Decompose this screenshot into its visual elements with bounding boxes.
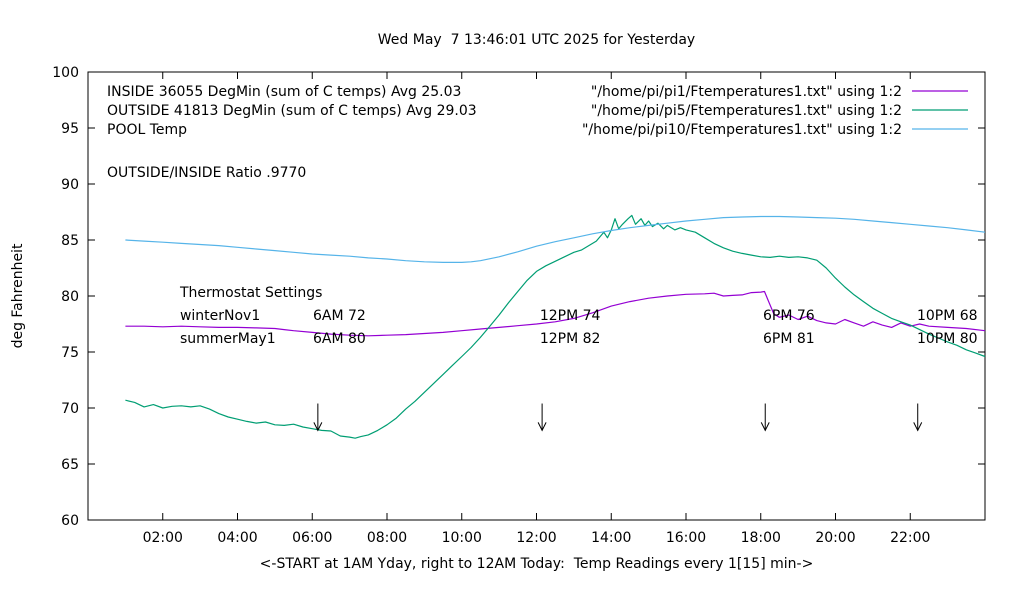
y-tick-label: 85 xyxy=(61,233,79,249)
annotation-text: 12PM 82 xyxy=(540,331,601,347)
y-tick-label: 70 xyxy=(61,401,79,417)
legend-label-inside: INSIDE 36055 DegMin (sum of C temps) Avg… xyxy=(107,84,461,100)
series-pool xyxy=(125,215,986,263)
x-tick-label: 12:00 xyxy=(516,530,556,546)
x-axis-label: <-START at 1AM Yday, right to 12AM Today… xyxy=(260,556,814,572)
legend-file-inside: "/home/pi/pi1/Ftemperatures1.txt" using … xyxy=(591,84,902,100)
x-axis: 02:00 04:00 06:00 08:00 10:00 12:00 14:00 16:00… xyxy=(143,72,930,546)
x-tick-label: 14:00 xyxy=(591,530,631,546)
x-tick-label: 04:00 xyxy=(217,530,257,546)
annotation-text: 12PM 74 xyxy=(540,308,601,324)
x-tick-label: 20:00 xyxy=(815,530,855,546)
y-tick-label: 100 xyxy=(52,65,79,81)
chart-title: Wed May 7 13:46:01 UTC 2025 for Yesterda… xyxy=(378,32,695,48)
annotation-text: 10PM 68 xyxy=(917,308,978,324)
annotation-text: summerMay1 xyxy=(180,331,276,347)
x-tick-label: 08:00 xyxy=(367,530,407,546)
schedule-arrows xyxy=(313,403,923,432)
annotation-text: 6PM 76 xyxy=(763,308,815,324)
annotation-text: Thermostat Settings xyxy=(179,285,322,301)
x-tick-label: 06:00 xyxy=(292,530,332,546)
series-inside xyxy=(125,290,986,337)
thermostat-annotations: Thermostat Settings winterNov1 6AM 72 12PM … xyxy=(179,285,978,347)
y-tick-label: 60 xyxy=(61,513,79,529)
down-arrow-head xyxy=(313,422,323,432)
y-axis-label: deg Fahrenheit xyxy=(10,243,26,348)
down-arrow-head xyxy=(537,422,547,432)
down-arrow-head xyxy=(913,422,923,432)
annotation-text: 6AM 72 xyxy=(313,308,366,324)
x-tick-label: 18:00 xyxy=(741,530,781,546)
x-tick-label: 02:00 xyxy=(143,530,183,546)
x-tick-label: 22:00 xyxy=(890,530,930,546)
x-tick-label: 16:00 xyxy=(666,530,706,546)
down-arrow-head xyxy=(760,422,770,432)
series-outside xyxy=(125,214,986,439)
x-tick-label: 10:00 xyxy=(442,530,482,546)
y-tick-label: 75 xyxy=(61,345,79,361)
ratio-label: OUTSIDE/INSIDE Ratio .9770 xyxy=(107,165,306,181)
legend-label-outside: OUTSIDE 41813 DegMin (sum of C temps) Av… xyxy=(107,103,477,119)
legend: INSIDE 36055 DegMin (sum of C temps) Avg… xyxy=(107,84,968,181)
y-tick-label: 80 xyxy=(61,289,79,305)
series-line-outside xyxy=(125,214,986,439)
legend-file-outside: "/home/pi/pi5/Ftemperatures1.txt" using … xyxy=(591,103,902,119)
series-line-pool xyxy=(125,215,986,263)
series-line-inside xyxy=(125,290,986,337)
annotation-text: 6PM 81 xyxy=(763,331,815,347)
y-axis: 60 65 70 75 80 85 90 95 100 xyxy=(52,65,985,529)
y-tick-label: 65 xyxy=(61,457,79,473)
annotation-text: 6AM 80 xyxy=(313,331,366,347)
y-tick-label: 90 xyxy=(61,177,79,193)
y-tick-label: 95 xyxy=(61,121,79,137)
annotation-text: 10PM 80 xyxy=(917,331,978,347)
legend-file-pool: "/home/pi/pi10/Ftemperatures1.txt" using… xyxy=(582,122,902,138)
legend-label-pool: POOL Temp xyxy=(107,122,187,138)
annotation-text: winterNov1 xyxy=(180,308,260,324)
